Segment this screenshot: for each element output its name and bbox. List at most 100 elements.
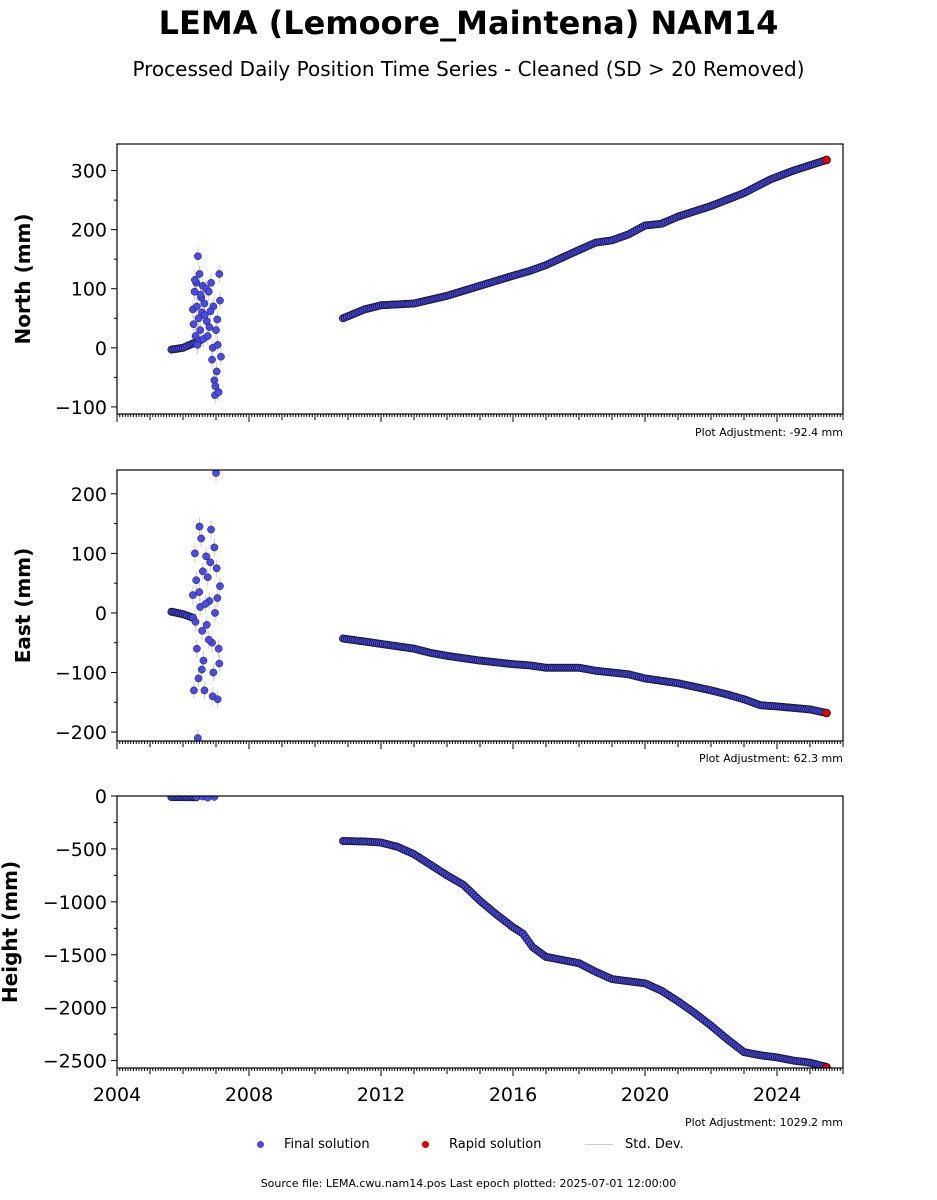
y-tick-label: 0 (95, 338, 107, 360)
final-solution-point (200, 311, 209, 320)
final-solution-point (189, 320, 198, 329)
panel-0: 300 200 100 0 −100 North (mm) Plot Adjustment:… (11, 143, 844, 439)
final-solution-point (213, 341, 222, 349)
final-solution-point (189, 591, 197, 599)
y-tick-label: 0 (95, 786, 107, 808)
final-solution-point (203, 796, 212, 802)
final-solution-point (191, 549, 199, 558)
panel-2: 0 −500 −1000 −1500 −2000 −2500 Height (mm) Plot… (0, 786, 844, 1129)
x-tick-label: 2024 (753, 1084, 801, 1106)
final-solution-point (210, 543, 219, 552)
x-tick-label: 2012 (357, 1084, 405, 1106)
final-solution-point (193, 644, 201, 653)
y-tick-label: 200 (71, 484, 107, 506)
final-solution-point (207, 525, 215, 534)
final-solution-point (195, 270, 204, 278)
final-solution-point (216, 296, 224, 305)
final-solution-point (194, 314, 203, 323)
y-tick-label: −100 (55, 663, 107, 685)
final-solution-point (197, 665, 206, 674)
plot-area-2 (167, 796, 831, 1068)
plot-frame (116, 795, 844, 1069)
plot-frame (116, 143, 844, 415)
final-solution-point (199, 656, 208, 665)
final-solution-point (208, 355, 216, 364)
final-solution-point (195, 588, 204, 596)
final-solution-point (192, 796, 201, 802)
y-tick-label: 0 (95, 603, 107, 625)
final-solution-point (212, 326, 220, 334)
final-solution-point (213, 695, 222, 704)
final-solution-point (214, 388, 223, 396)
y-tick-label: 100 (71, 543, 107, 565)
y-tick-label: −1500 (43, 945, 107, 967)
final-solution-point (203, 573, 212, 582)
chart-subtitle: Processed Daily Position Time Series - C… (132, 57, 805, 81)
final-solution-point (206, 307, 215, 316)
final-solution-point (196, 326, 205, 334)
final-solution-point (216, 582, 224, 590)
final-solution-point (212, 367, 221, 376)
final-solution-point (198, 567, 207, 576)
final-solution-point (213, 315, 222, 324)
x-tick-label: 2004 (93, 1084, 141, 1106)
legend-final: Final solution (257, 1137, 370, 1152)
final-solution-point (197, 534, 205, 543)
panel-1: 200 100 0 −100 −200 East (mm) Plot Adjustment:… (11, 469, 844, 765)
legend-rapid: Rapid solution (422, 1137, 541, 1152)
rapid-solution-point (822, 708, 831, 718)
final-solution-point (191, 276, 199, 284)
final-solution-point (193, 341, 202, 349)
final-solution-point (190, 686, 198, 695)
final-solution-point (211, 382, 220, 391)
final-solution-point (217, 352, 225, 361)
y-tick-label: −2500 (43, 1051, 107, 1073)
y-tick-label: −100 (55, 397, 107, 419)
final-solution-point (194, 674, 203, 683)
final-solution-point (194, 252, 202, 261)
rapid-solution-point (822, 155, 831, 165)
plot-area-0 (167, 155, 831, 404)
final-solution-point (202, 621, 211, 629)
final-solution-point (215, 270, 224, 278)
final-solution-point (202, 552, 210, 561)
final-solution-point (200, 686, 209, 695)
final-solution-point (192, 576, 201, 585)
final-solution-point (195, 522, 204, 531)
final-solution-point (198, 626, 206, 635)
final-solution-point (212, 470, 220, 477)
y-tick-label: −500 (55, 839, 107, 861)
plot-adjustment-label: Plot Adjustment: 1029.2 mm (685, 1116, 843, 1129)
final-solution-point (200, 299, 209, 308)
chart-title: LEMA (Lemoore_Maintena) NAM14 (158, 4, 779, 42)
final-solution-marker-icon (257, 1141, 264, 1148)
final-solution-point (205, 323, 214, 332)
y-axis-label: East (mm) (11, 548, 35, 664)
final-solution-point (196, 290, 205, 299)
final-solution-point (191, 332, 200, 340)
legend-stddev-label: Std. Dev. (625, 1137, 684, 1152)
legend: Final solution Rapid solution Std. Dev. (0, 1137, 937, 1157)
rapid-solution-marker-icon (422, 1141, 429, 1148)
plot-adjustment-label: Plot Adjustment: -92.4 mm (695, 426, 843, 439)
final-solution-point (203, 332, 212, 340)
final-solution-point (204, 635, 213, 644)
y-tick-label: −2000 (43, 998, 107, 1020)
y-tick-label: −1000 (43, 892, 107, 914)
plot-area-1 (167, 470, 831, 741)
std-dev-line-icon (585, 1144, 613, 1145)
legend-final-label: Final solution (284, 1137, 370, 1152)
final-solution-point (191, 618, 200, 626)
y-tick-label: 300 (71, 161, 107, 183)
final-solution-point (194, 734, 202, 741)
x-tick-label: 2020 (621, 1084, 669, 1106)
y-axis-label: North (mm) (11, 213, 35, 344)
y-tick-label: −200 (55, 722, 107, 744)
x-tick-label: 2016 (489, 1084, 537, 1106)
final-solution-point (212, 564, 221, 573)
y-tick-label: 200 (71, 220, 107, 242)
final-solution-point (214, 644, 223, 653)
plot-adjustment-label: Plot Adjustment: 62.3 mm (699, 752, 843, 765)
final-solution-point (215, 659, 224, 668)
